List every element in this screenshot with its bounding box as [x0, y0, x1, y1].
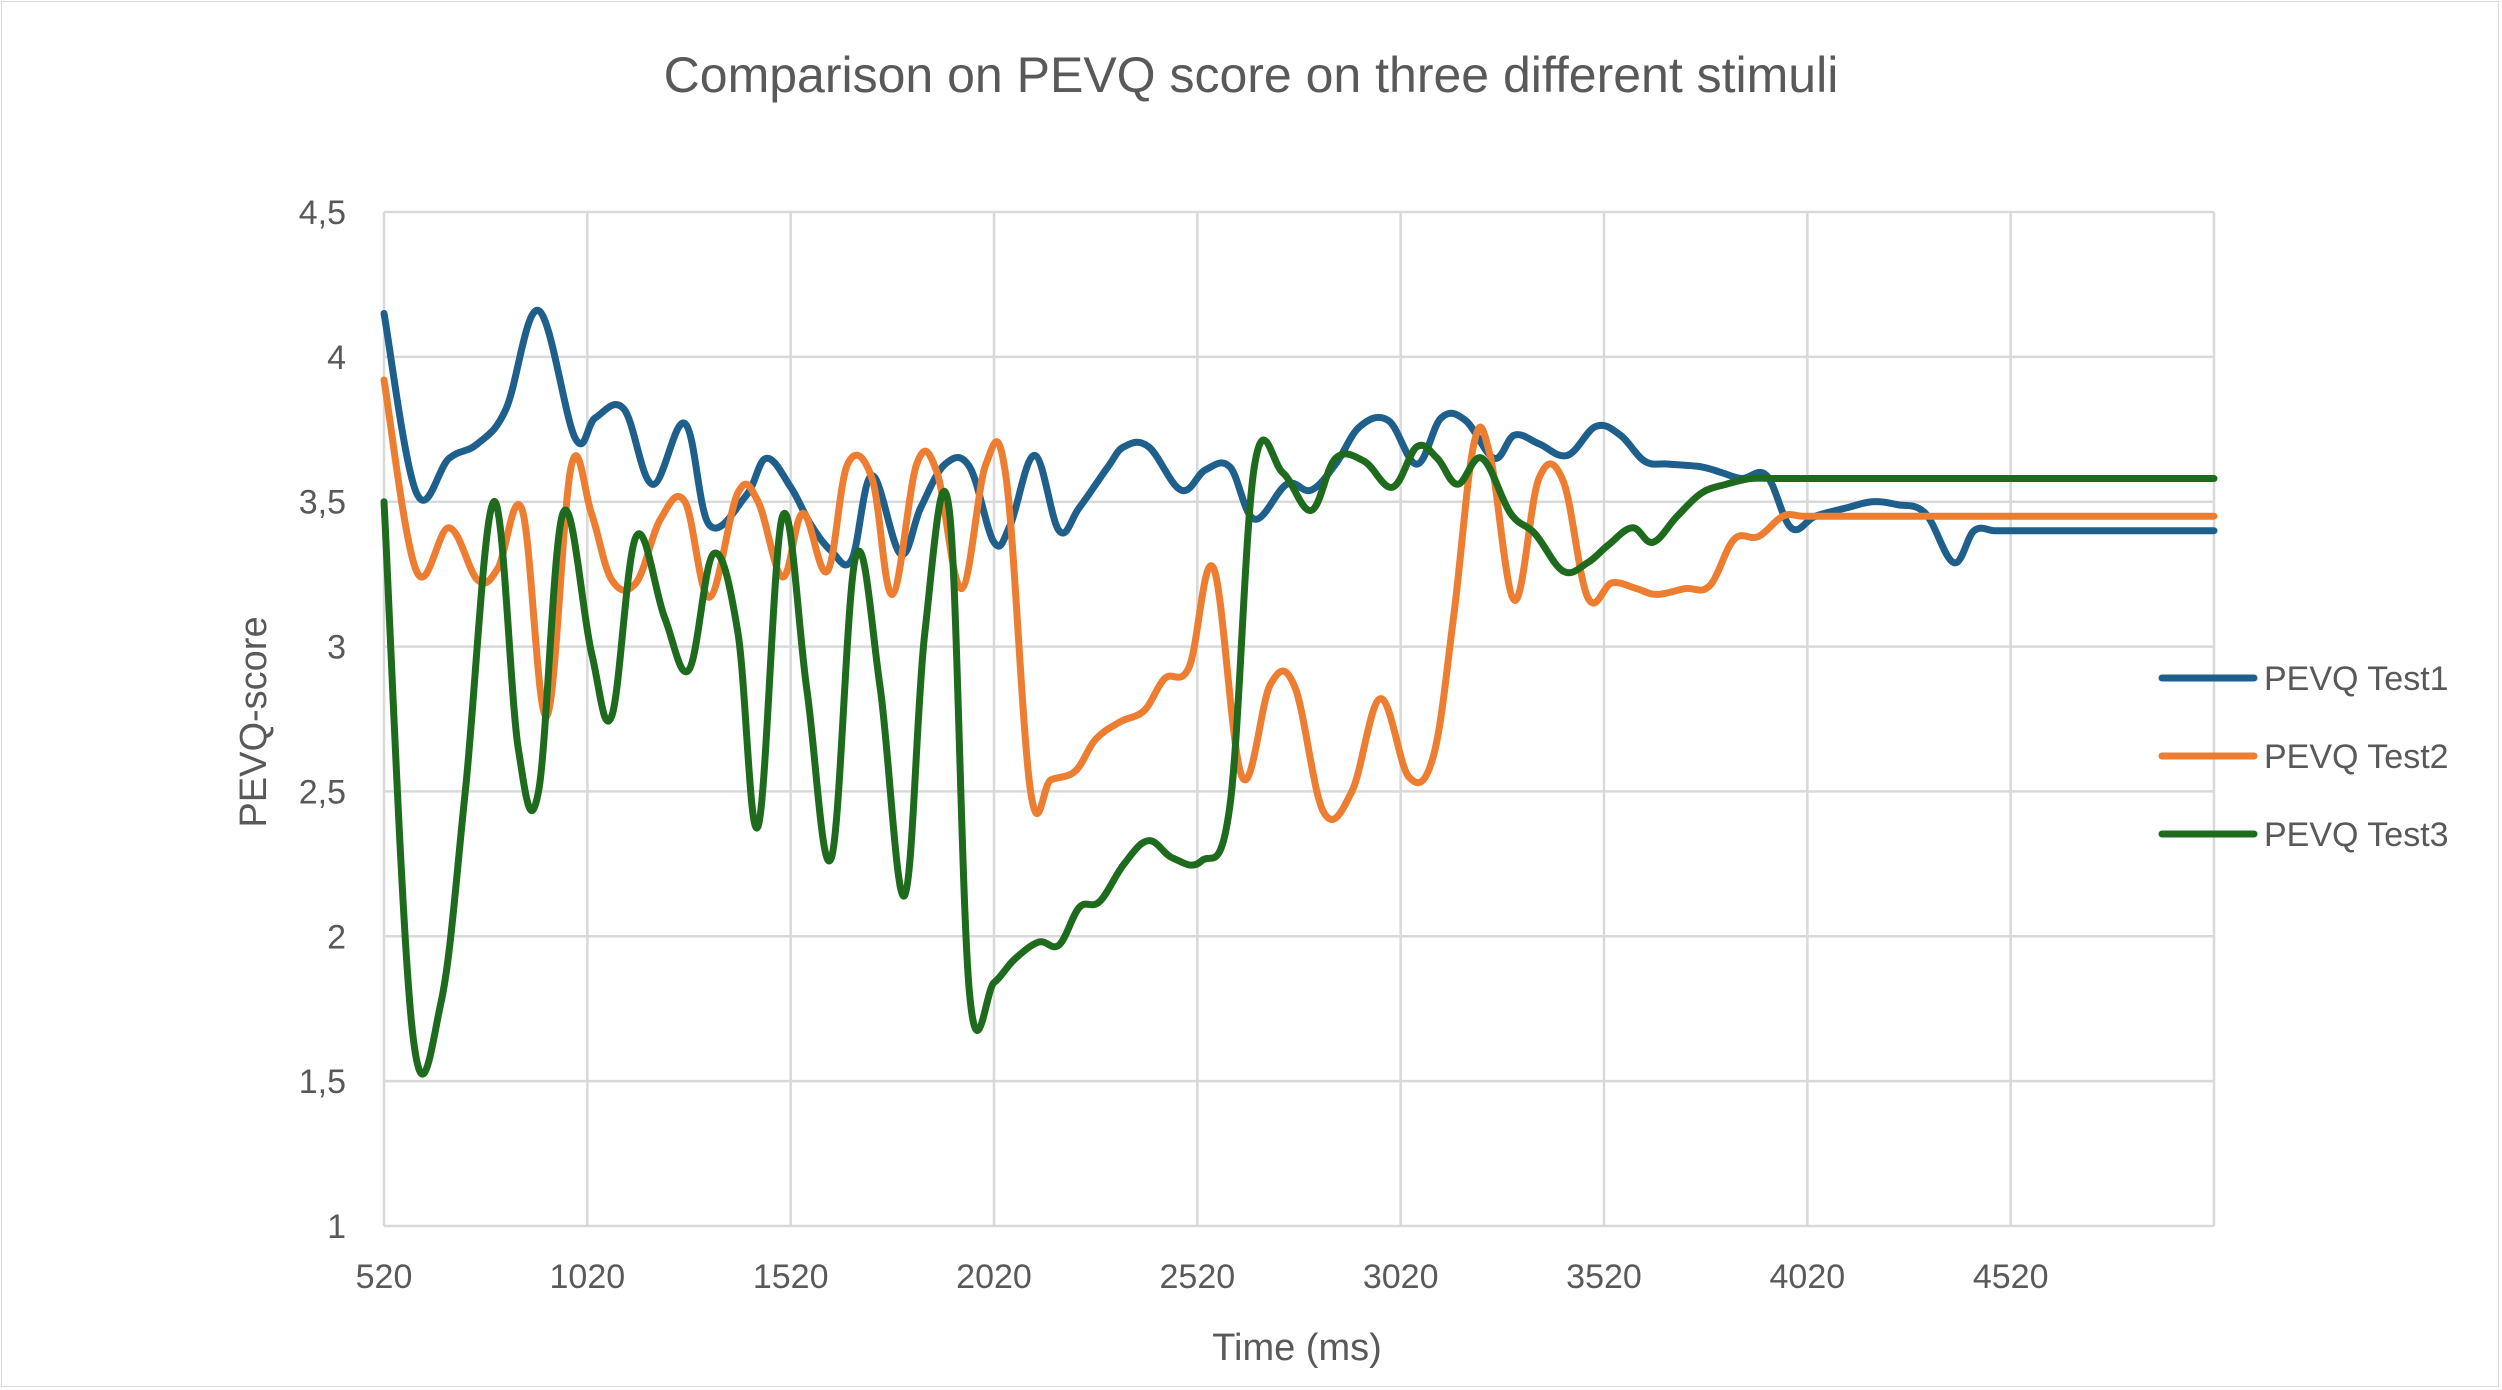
- chart-title: Comparison on PEVQ score on three differ…: [664, 47, 1839, 103]
- legend-label-test1: PEVQ Test1: [2264, 660, 2449, 698]
- x-axis-title: Time (ms): [1212, 1327, 1382, 1369]
- y-tick-label: 4,5: [299, 194, 346, 232]
- legend: PEVQ Test1 PEVQ Test2 PEVQ Test3: [2158, 660, 2449, 854]
- x-tick-label: 4520: [1973, 1258, 2049, 1296]
- y-axis-title: PEVQ-score: [233, 616, 275, 827]
- x-tick-label: 1520: [753, 1258, 829, 1296]
- series-line-test3: [380, 436, 2218, 1078]
- series-line-test2: [380, 376, 2218, 823]
- x-tick-label: 3520: [1566, 1258, 1642, 1296]
- y-tick-label: 4: [327, 339, 346, 377]
- x-tick-label: 2520: [1160, 1258, 1236, 1296]
- y-tick-label: 3,5: [299, 484, 346, 522]
- series-lines: [380, 307, 2218, 1078]
- x-tick-label: 3020: [1363, 1258, 1439, 1296]
- legend-label-test3: PEVQ Test3: [2264, 816, 2449, 854]
- gridlines: [382, 210, 2216, 1228]
- x-tick-label: 4020: [1770, 1258, 1846, 1296]
- y-tick-label: 1,5: [299, 1063, 346, 1101]
- y-axis-ticks: 1 1,5 2 2,5 3 3,5 4 4,5: [299, 194, 346, 1246]
- legend-label-test2: PEVQ Test2: [2264, 738, 2449, 776]
- x-tick-label: 520: [356, 1258, 413, 1296]
- y-tick-label: 1: [327, 1208, 346, 1246]
- x-tick-label: 2020: [956, 1258, 1032, 1296]
- x-tick-label: 1020: [550, 1258, 626, 1296]
- y-tick-label: 2,5: [299, 773, 346, 811]
- y-tick-label: 2: [327, 918, 346, 956]
- x-axis-ticks: 520 1020 1520 2020 2520 3020 3520 4020 4520: [356, 1258, 2049, 1296]
- series-line-test1: [380, 307, 2218, 569]
- y-tick-label: 3: [327, 629, 346, 667]
